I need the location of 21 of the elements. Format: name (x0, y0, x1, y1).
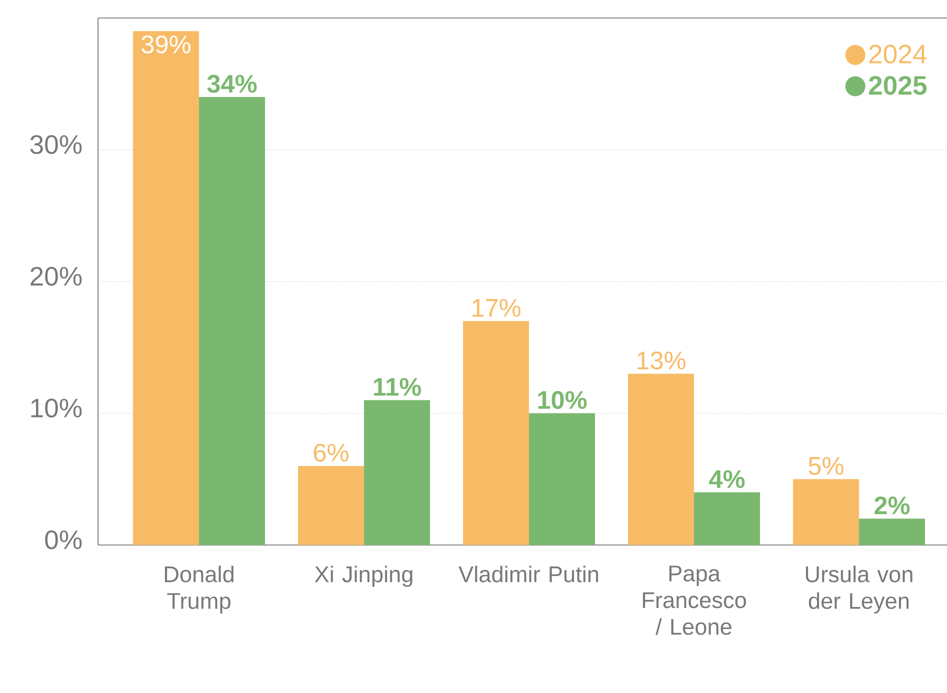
x-tick-label: Donald Trump (164, 566, 234, 614)
data-label: 5% (808, 457, 844, 475)
data-label: 39% (142, 35, 190, 54)
y-tick-label: 10% (31, 398, 82, 418)
legend-label: 2024 (869, 44, 927, 64)
y-tick-label: 0% (45, 530, 82, 550)
x-tick-label: Vladimir Putin (458, 566, 598, 582)
x-tick-label: Ursula von der Leyen (806, 566, 912, 614)
data-label: 13% (638, 352, 686, 370)
data-label: 2% (874, 496, 910, 514)
data-label: 4% (709, 470, 745, 488)
data-label: 11% (374, 378, 421, 396)
data-label: 34% (207, 74, 257, 93)
data-label: 10% (538, 391, 587, 409)
x-tick-label: Xi Jinping (314, 566, 412, 587)
x-tick-label: Papa Francesco / Leone (642, 566, 746, 635)
legend-label: 2025 (868, 76, 927, 95)
y-tick-label: 30% (30, 135, 82, 154)
y-tick-label: 20% (30, 266, 82, 286)
data-label: 6% (314, 444, 348, 462)
data-label: 17% (472, 299, 520, 317)
